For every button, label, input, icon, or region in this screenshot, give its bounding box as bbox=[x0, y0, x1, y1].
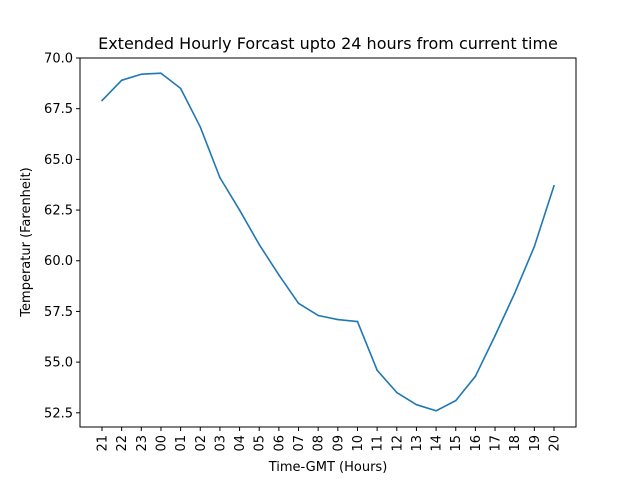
data-point bbox=[297, 302, 300, 305]
chart-title: Extended Hourly Forcast upto 24 hours fr… bbox=[98, 34, 558, 53]
x-tick-label: 04 bbox=[233, 435, 248, 452]
data-point bbox=[258, 243, 261, 246]
y-tick-label: 70.0 bbox=[44, 52, 73, 67]
data-point bbox=[101, 99, 103, 102]
y-tick-label: 60.0 bbox=[44, 254, 73, 269]
x-tick-label: 15 bbox=[449, 435, 464, 452]
data-point bbox=[356, 320, 359, 323]
plot-frame bbox=[79, 57, 577, 428]
x-tick-label: 03 bbox=[213, 435, 228, 452]
y-tick-label: 57.5 bbox=[44, 305, 73, 320]
x-tick-label: 21 bbox=[96, 435, 111, 452]
x-axis-ticks: 21 22 23 00 01 02 03 04 05 06 07 08 09 10 11 12 13 14 15 16… bbox=[96, 427, 563, 452]
data-point bbox=[553, 184, 555, 187]
x-tick-label: 02 bbox=[194, 435, 209, 452]
data-point bbox=[494, 334, 496, 337]
x-tick-label: 05 bbox=[253, 435, 268, 452]
data-point bbox=[179, 87, 182, 90]
data-point bbox=[435, 409, 437, 412]
x-tick-label: 10 bbox=[351, 435, 366, 452]
data-point bbox=[199, 126, 202, 128]
data-point bbox=[376, 369, 378, 372]
x-tick-label: 07 bbox=[292, 435, 307, 452]
x-tick-label: 01 bbox=[174, 435, 189, 452]
data-point bbox=[219, 176, 221, 179]
x-tick-label: 08 bbox=[312, 435, 327, 452]
data-point bbox=[238, 209, 241, 211]
x-tick-label: 16 bbox=[469, 435, 484, 452]
data-point bbox=[415, 403, 418, 406]
x-tick-label: 19 bbox=[528, 435, 543, 452]
data-point bbox=[454, 399, 457, 402]
data-point bbox=[317, 314, 319, 317]
y-tick-label: 55.0 bbox=[44, 356, 73, 371]
x-tick-label: 14 bbox=[430, 435, 445, 452]
x-tick-label: 22 bbox=[115, 435, 130, 452]
y-tick-label: 67.5 bbox=[44, 102, 73, 117]
x-tick-label: 09 bbox=[331, 435, 346, 452]
data-point bbox=[395, 391, 398, 394]
x-tick-label: 11 bbox=[371, 435, 386, 452]
y-axis-ticks: 52.5 55.0 57.5 60.0 62.5 65.0 67.5 70.0 bbox=[44, 52, 80, 421]
x-tick-label: 17 bbox=[489, 435, 504, 452]
data-point bbox=[120, 79, 123, 82]
x-tick-label: 00 bbox=[154, 435, 169, 452]
x-tick-label: 13 bbox=[410, 435, 425, 452]
x-tick-label: 06 bbox=[272, 435, 287, 452]
y-tick-label: 65.0 bbox=[44, 153, 73, 168]
plot-area bbox=[80, 58, 576, 427]
data-point bbox=[337, 318, 339, 321]
y-tick-label: 52.5 bbox=[44, 406, 73, 421]
data-point bbox=[513, 292, 516, 294]
y-axis-label: Temperatur (Farenheit) bbox=[19, 167, 34, 317]
x-tick-label: 23 bbox=[135, 435, 150, 452]
series-line bbox=[101, 72, 555, 412]
x-tick-label: 20 bbox=[548, 435, 563, 452]
data-point bbox=[160, 72, 162, 75]
series-points bbox=[101, 72, 555, 412]
y-tick-label: 62.5 bbox=[44, 204, 73, 219]
data-point bbox=[474, 375, 477, 378]
data-point bbox=[533, 245, 536, 248]
x-tick-label: 18 bbox=[508, 435, 523, 452]
x-axis-label: Time-GMT (Hours) bbox=[268, 460, 388, 475]
data-point bbox=[140, 73, 143, 76]
x-tick-label: 12 bbox=[390, 435, 405, 452]
data-point bbox=[278, 274, 280, 276]
